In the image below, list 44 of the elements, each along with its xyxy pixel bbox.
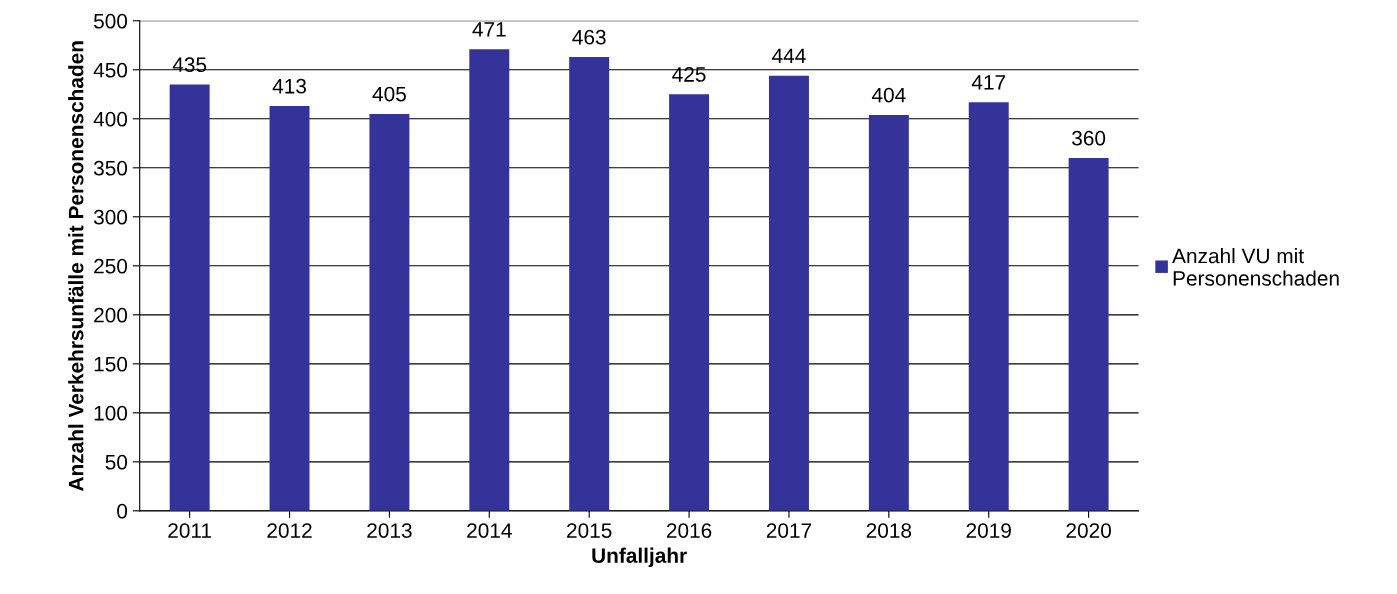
data-label: 444 — [772, 48, 806, 64]
data-label: 405 — [372, 86, 406, 102]
x-tick-label: 2011 — [168, 523, 212, 538]
y-axis-title: Anzahl Verkehrsunfälle mit Personenschaden — [68, 41, 84, 492]
x-tick-label: 2019 — [966, 523, 1011, 538]
x-tick-label: 2012 — [267, 523, 312, 538]
y-tick-label: 50 — [105, 454, 128, 470]
y-tick-label: 100 — [94, 405, 128, 421]
y-tick-label: 300 — [93, 209, 128, 225]
y-tick-label: 500 — [93, 13, 128, 29]
x-tick-label: 2013 — [367, 523, 412, 538]
data-label: 435 — [172, 57, 207, 73]
y-tick-label: 0 — [117, 503, 128, 519]
x-tick-label: 2014 — [467, 523, 512, 538]
data-label: 404 — [871, 87, 906, 103]
y-tick-label: 200 — [94, 307, 128, 323]
x-tick-label: 2015 — [567, 523, 612, 538]
x-tick-label: 2020 — [1066, 523, 1111, 538]
bar — [169, 84, 210, 511]
y-tick-label: 250 — [94, 258, 128, 274]
bar — [569, 57, 610, 511]
data-label: 471 — [472, 22, 506, 37]
bar — [469, 49, 510, 511]
bar — [1068, 158, 1109, 511]
bar — [269, 106, 310, 511]
bar — [669, 94, 710, 511]
y-tick-label: 150 — [94, 356, 128, 372]
x-tick-label: 2018 — [866, 523, 912, 538]
y-tick-label: 350 — [93, 160, 128, 176]
x-axis-title: Unfalljahr — [592, 547, 687, 568]
data-label: 417 — [971, 75, 1006, 90]
bar — [369, 113, 410, 511]
bar — [768, 75, 809, 511]
y-tick-label: 400 — [93, 111, 128, 127]
y-tick-label: 450 — [93, 62, 128, 78]
data-label: 360 — [1072, 130, 1106, 146]
x-tick-label: 2016 — [666, 523, 712, 538]
data-label: 425 — [672, 67, 706, 82]
bar — [968, 102, 1009, 511]
x-tick-label: 2017 — [766, 523, 812, 538]
data-label: 413 — [272, 78, 306, 94]
bar — [868, 114, 909, 511]
legend-label: Anzahl VU mit Personenschaden — [1172, 247, 1339, 286]
data-label: 463 — [572, 29, 606, 45]
